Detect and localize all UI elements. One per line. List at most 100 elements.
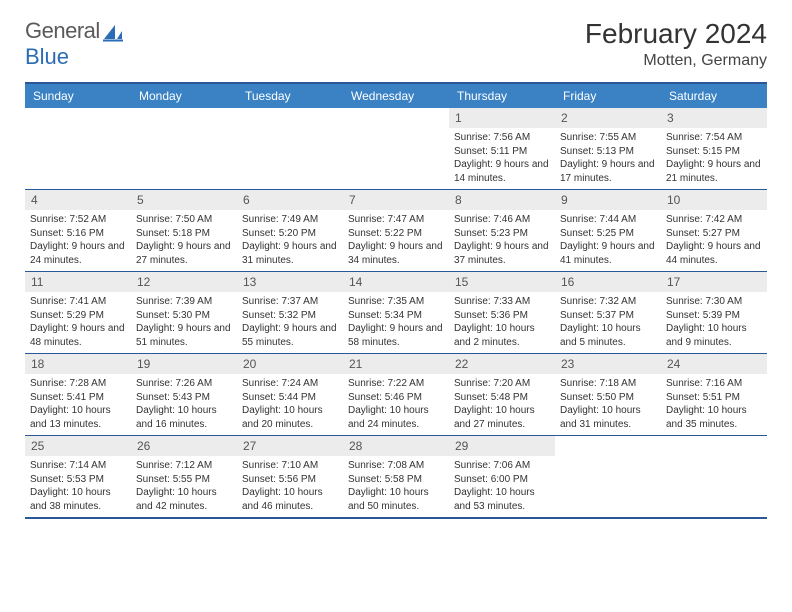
calendar-cell: 24Sunrise: 7:16 AMSunset: 5:51 PMDayligh… [661, 354, 767, 435]
calendar: SundayMondayTuesdayWednesdayThursdayFrid… [25, 82, 767, 519]
day-data: Sunrise: 7:32 AMSunset: 5:37 PMDaylight:… [555, 292, 661, 353]
day-number: 19 [131, 354, 237, 374]
calendar-cell: 21Sunrise: 7:22 AMSunset: 5:46 PMDayligh… [343, 354, 449, 435]
day-number: 22 [449, 354, 555, 374]
calendar-week: 25Sunrise: 7:14 AMSunset: 5:53 PMDayligh… [25, 436, 767, 517]
calendar-cell: 20Sunrise: 7:24 AMSunset: 5:44 PMDayligh… [237, 354, 343, 435]
day-data: Sunrise: 7:44 AMSunset: 5:25 PMDaylight:… [555, 210, 661, 271]
day-header: Monday [131, 84, 237, 108]
calendar-cell: 14Sunrise: 7:35 AMSunset: 5:34 PMDayligh… [343, 272, 449, 353]
day-number: 18 [25, 354, 131, 374]
day-number: 15 [449, 272, 555, 292]
day-number: 14 [343, 272, 449, 292]
calendar-cell: 8Sunrise: 7:46 AMSunset: 5:23 PMDaylight… [449, 190, 555, 271]
day-number: 13 [237, 272, 343, 292]
day-data: Sunrise: 7:10 AMSunset: 5:56 PMDaylight:… [237, 456, 343, 517]
day-number: 5 [131, 190, 237, 210]
calendar-cell: 9Sunrise: 7:44 AMSunset: 5:25 PMDaylight… [555, 190, 661, 271]
day-number: 10 [661, 190, 767, 210]
calendar-body: ....1Sunrise: 7:56 AMSunset: 5:11 PMDayl… [25, 108, 767, 517]
day-data: Sunrise: 7:49 AMSunset: 5:20 PMDaylight:… [237, 210, 343, 271]
day-number: 8 [449, 190, 555, 210]
calendar-cell: 15Sunrise: 7:33 AMSunset: 5:36 PMDayligh… [449, 272, 555, 353]
day-number: 17 [661, 272, 767, 292]
calendar-cell: 27Sunrise: 7:10 AMSunset: 5:56 PMDayligh… [237, 436, 343, 517]
day-number: 25 [25, 436, 131, 456]
calendar-cell: 18Sunrise: 7:28 AMSunset: 5:41 PMDayligh… [25, 354, 131, 435]
day-data: Sunrise: 7:14 AMSunset: 5:53 PMDaylight:… [25, 456, 131, 517]
logo: General [25, 18, 125, 44]
day-data: Sunrise: 7:18 AMSunset: 5:50 PMDaylight:… [555, 374, 661, 435]
calendar-cell: 7Sunrise: 7:47 AMSunset: 5:22 PMDaylight… [343, 190, 449, 271]
calendar-cell: . [237, 108, 343, 189]
day-data: Sunrise: 7:26 AMSunset: 5:43 PMDaylight:… [131, 374, 237, 435]
day-number: 4 [25, 190, 131, 210]
day-data: Sunrise: 7:08 AMSunset: 5:58 PMDaylight:… [343, 456, 449, 517]
day-header: Wednesday [343, 84, 449, 108]
calendar-cell: . [25, 108, 131, 189]
day-data: Sunrise: 7:55 AMSunset: 5:13 PMDaylight:… [555, 128, 661, 189]
day-number: 28 [343, 436, 449, 456]
day-number: 21 [343, 354, 449, 374]
day-header: Thursday [449, 84, 555, 108]
day-data: Sunrise: 7:52 AMSunset: 5:16 PMDaylight:… [25, 210, 131, 271]
day-number: 9 [555, 190, 661, 210]
calendar-week: 11Sunrise: 7:41 AMSunset: 5:29 PMDayligh… [25, 272, 767, 354]
day-number: 1 [449, 108, 555, 128]
day-data: Sunrise: 7:16 AMSunset: 5:51 PMDaylight:… [661, 374, 767, 435]
day-data: Sunrise: 7:22 AMSunset: 5:46 PMDaylight:… [343, 374, 449, 435]
calendar-cell: 25Sunrise: 7:14 AMSunset: 5:53 PMDayligh… [25, 436, 131, 517]
day-data: Sunrise: 7:33 AMSunset: 5:36 PMDaylight:… [449, 292, 555, 353]
calendar-cell: 1Sunrise: 7:56 AMSunset: 5:11 PMDaylight… [449, 108, 555, 189]
day-data: Sunrise: 7:46 AMSunset: 5:23 PMDaylight:… [449, 210, 555, 271]
calendar-cell: 17Sunrise: 7:30 AMSunset: 5:39 PMDayligh… [661, 272, 767, 353]
calendar-cell: 6Sunrise: 7:49 AMSunset: 5:20 PMDaylight… [237, 190, 343, 271]
calendar-cell: 10Sunrise: 7:42 AMSunset: 5:27 PMDayligh… [661, 190, 767, 271]
calendar-cell: 4Sunrise: 7:52 AMSunset: 5:16 PMDaylight… [25, 190, 131, 271]
calendar-cell: . [555, 436, 661, 517]
page-container: General February 2024 Motten, Germany Bl… [0, 0, 792, 539]
calendar-cell: . [661, 436, 767, 517]
day-data: Sunrise: 7:39 AMSunset: 5:30 PMDaylight:… [131, 292, 237, 353]
day-data: Sunrise: 7:54 AMSunset: 5:15 PMDaylight:… [661, 128, 767, 189]
day-number: 6 [237, 190, 343, 210]
logo-text-1: General [25, 18, 100, 44]
day-data: Sunrise: 7:41 AMSunset: 5:29 PMDaylight:… [25, 292, 131, 353]
day-header: Tuesday [237, 84, 343, 108]
calendar-cell: 19Sunrise: 7:26 AMSunset: 5:43 PMDayligh… [131, 354, 237, 435]
day-headers: SundayMondayTuesdayWednesdayThursdayFrid… [25, 84, 767, 108]
day-data: Sunrise: 7:37 AMSunset: 5:32 PMDaylight:… [237, 292, 343, 353]
calendar-cell: . [343, 108, 449, 189]
day-number: 26 [131, 436, 237, 456]
day-number: 3 [661, 108, 767, 128]
calendar-cell: 22Sunrise: 7:20 AMSunset: 5:48 PMDayligh… [449, 354, 555, 435]
calendar-cell: 16Sunrise: 7:32 AMSunset: 5:37 PMDayligh… [555, 272, 661, 353]
day-number: 11 [25, 272, 131, 292]
day-data: Sunrise: 7:20 AMSunset: 5:48 PMDaylight:… [449, 374, 555, 435]
day-number: 16 [555, 272, 661, 292]
calendar-cell: 29Sunrise: 7:06 AMSunset: 6:00 PMDayligh… [449, 436, 555, 517]
sail-icon [103, 22, 125, 40]
calendar-cell: 2Sunrise: 7:55 AMSunset: 5:13 PMDaylight… [555, 108, 661, 189]
day-number: 12 [131, 272, 237, 292]
calendar-cell: 13Sunrise: 7:37 AMSunset: 5:32 PMDayligh… [237, 272, 343, 353]
calendar-cell: . [131, 108, 237, 189]
day-number: 29 [449, 436, 555, 456]
day-data: Sunrise: 7:06 AMSunset: 6:00 PMDaylight:… [449, 456, 555, 517]
day-number: 23 [555, 354, 661, 374]
day-data: Sunrise: 7:24 AMSunset: 5:44 PMDaylight:… [237, 374, 343, 435]
day-header: Sunday [25, 84, 131, 108]
title-block: February 2024 Motten, Germany [585, 18, 767, 70]
header: General February 2024 Motten, Germany [25, 18, 767, 70]
day-data: Sunrise: 7:50 AMSunset: 5:18 PMDaylight:… [131, 210, 237, 271]
calendar-cell: 11Sunrise: 7:41 AMSunset: 5:29 PMDayligh… [25, 272, 131, 353]
calendar-week: 4Sunrise: 7:52 AMSunset: 5:16 PMDaylight… [25, 190, 767, 272]
day-number: 20 [237, 354, 343, 374]
day-header: Saturday [661, 84, 767, 108]
day-number: 2 [555, 108, 661, 128]
calendar-cell: 12Sunrise: 7:39 AMSunset: 5:30 PMDayligh… [131, 272, 237, 353]
calendar-cell: 3Sunrise: 7:54 AMSunset: 5:15 PMDaylight… [661, 108, 767, 189]
day-number: 7 [343, 190, 449, 210]
calendar-cell: 5Sunrise: 7:50 AMSunset: 5:18 PMDaylight… [131, 190, 237, 271]
logo-text-2: Blue [25, 44, 69, 70]
